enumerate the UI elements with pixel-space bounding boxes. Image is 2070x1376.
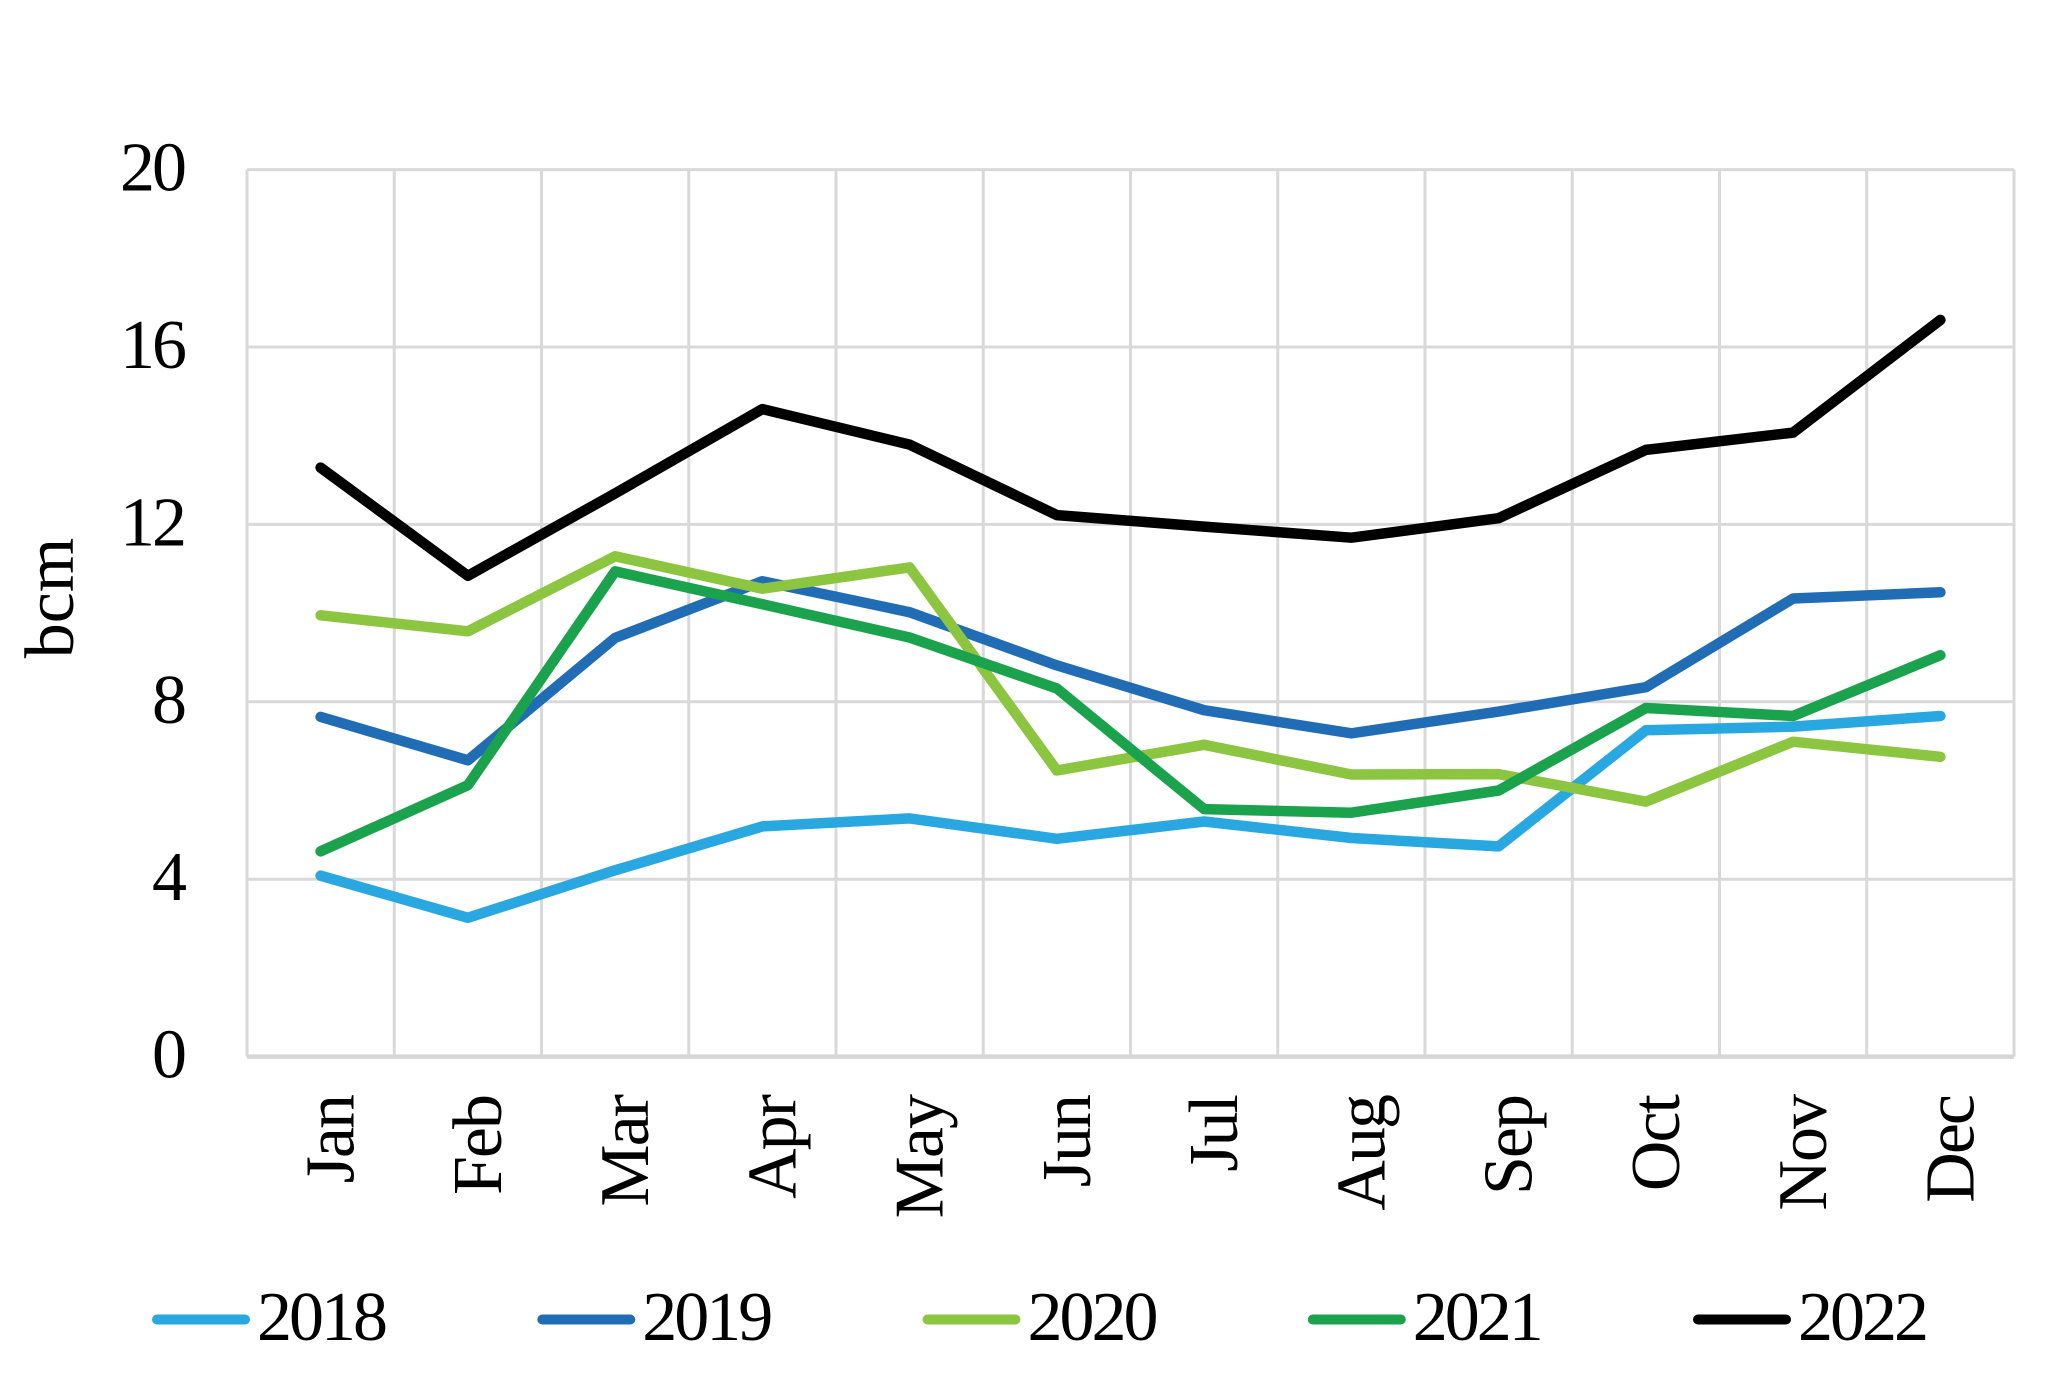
svg-text:May: May	[882, 1094, 959, 1218]
svg-text:Sep: Sep	[1471, 1096, 1548, 1195]
svg-text:bcm: bcm	[12, 538, 89, 659]
svg-text:2022: 2022	[1798, 1279, 1926, 1356]
svg-text:16: 16	[120, 307, 185, 384]
svg-text:Apr: Apr	[734, 1094, 811, 1199]
svg-text:2019: 2019	[642, 1279, 771, 1356]
svg-text:2021: 2021	[1413, 1279, 1541, 1356]
svg-text:Jul: Jul	[1176, 1094, 1253, 1171]
svg-text:8: 8	[152, 662, 185, 739]
svg-text:20: 20	[120, 130, 185, 207]
svg-text:0: 0	[152, 1017, 185, 1094]
svg-text:Aug: Aug	[1323, 1095, 1400, 1211]
svg-text:2018: 2018	[257, 1279, 386, 1356]
svg-text:Nov: Nov	[1765, 1094, 1842, 1211]
svg-text:4: 4	[152, 839, 186, 916]
svg-text:Mar: Mar	[587, 1094, 664, 1206]
svg-text:Jan: Jan	[293, 1095, 370, 1183]
svg-text:2020: 2020	[1028, 1279, 1157, 1356]
svg-text:12: 12	[120, 484, 184, 561]
svg-text:Dec: Dec	[1912, 1096, 1989, 1203]
svg-text:Feb: Feb	[440, 1096, 517, 1195]
svg-text:Oct: Oct	[1618, 1093, 1695, 1191]
svg-text:Jun: Jun	[1029, 1095, 1106, 1187]
